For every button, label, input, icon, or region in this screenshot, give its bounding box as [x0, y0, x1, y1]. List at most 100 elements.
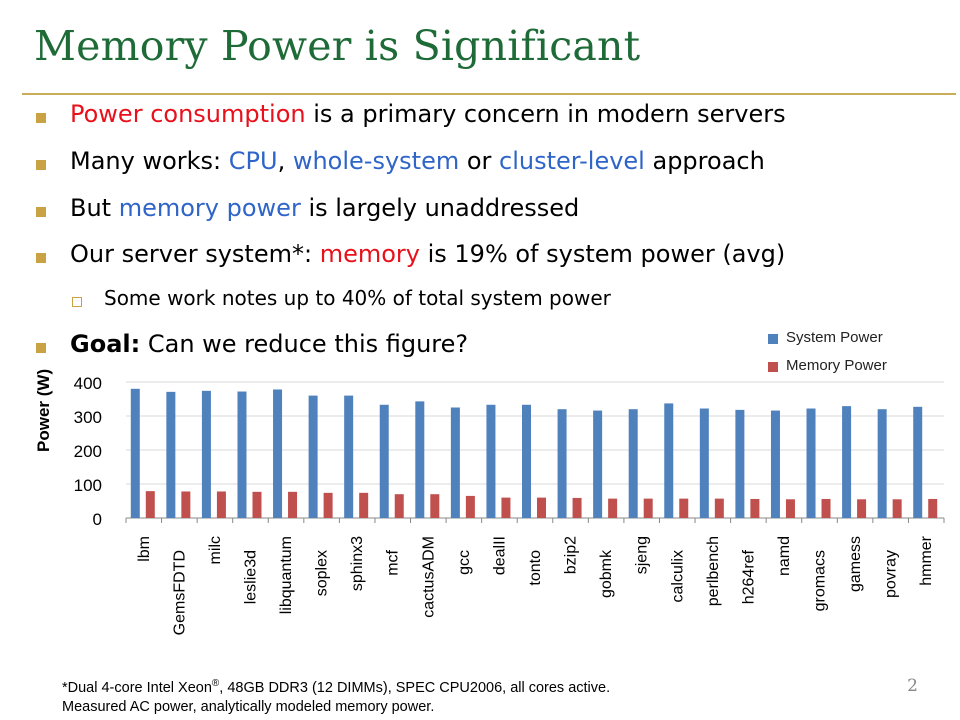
bar-memory-power	[928, 498, 938, 518]
footnote-line2: Measured AC power, analytically modeled …	[62, 698, 435, 715]
bar-memory-power	[430, 494, 440, 518]
x-tick-label: gromacs	[812, 550, 829, 611]
bar-memory-power	[537, 497, 546, 518]
bar-memory-power	[679, 498, 689, 518]
x-tick-label: libquantum	[278, 536, 295, 614]
bar-system-power	[344, 395, 354, 518]
bullet-segment: is a primary concern in modern servers	[305, 100, 786, 128]
bar-system-power	[877, 409, 887, 518]
bullet-marker	[36, 343, 46, 353]
bullet-segment: :	[303, 240, 320, 268]
x-tick-label: cactusADM	[420, 536, 437, 618]
bar-memory-power	[359, 492, 369, 518]
bullet-segment: approach	[644, 147, 765, 175]
bar-memory-power	[252, 491, 262, 518]
bar-system-power	[557, 409, 567, 518]
x-tick-label: bzip2	[563, 536, 580, 574]
y-tick-label: 200	[74, 442, 102, 461]
bar-memory-power	[216, 491, 226, 518]
x-tick-label: povray	[883, 550, 900, 598]
bar-system-power	[237, 391, 247, 518]
x-tick-label: dealII	[491, 536, 508, 575]
bar-memory-power	[714, 498, 724, 518]
bar-system-power	[166, 391, 176, 518]
bar-system-power	[842, 406, 852, 518]
x-tick-label: gobmk	[598, 549, 615, 598]
x-tick-label: mcf	[385, 549, 402, 575]
bullet-marker	[36, 207, 46, 217]
bar-memory-power	[821, 498, 831, 518]
bar-system-power	[379, 404, 389, 518]
bar-memory-power	[181, 491, 191, 518]
bar-system-power	[486, 404, 496, 518]
page-number: 2	[907, 676, 918, 696]
y-tick-label: 100	[74, 476, 102, 495]
bullet-segment: Many works:	[70, 147, 229, 175]
bar-memory-power	[288, 491, 298, 518]
bar-system-power	[415, 401, 425, 518]
x-tick-label: tonto	[527, 550, 544, 586]
footnote-line1: *Dual 4-core Intel Xeon	[62, 679, 212, 696]
registered-mark: ®	[211, 678, 220, 689]
bullet-text: Many works: CPU, whole-system or cluster…	[70, 147, 765, 175]
bullet-segment: *	[291, 240, 304, 268]
x-tick-label: namd	[776, 536, 793, 576]
bullet-segment: memory	[319, 240, 420, 268]
bullet-segment: or	[459, 147, 500, 175]
x-tick-label: h264ref	[740, 549, 757, 604]
bar-memory-power	[465, 495, 475, 518]
legend-swatch-system-power	[768, 334, 778, 344]
bar-system-power	[201, 390, 211, 518]
bar-system-power	[699, 408, 709, 518]
x-tick-label: lbm	[136, 536, 153, 562]
bar-system-power	[273, 389, 283, 518]
bullet-segment: Our server system	[70, 240, 292, 268]
bar-system-power	[913, 406, 923, 518]
bar-memory-power	[750, 498, 760, 518]
bar-system-power	[735, 409, 745, 518]
bullet-text: But memory power is largely unaddressed	[70, 194, 579, 222]
x-tick-label: gcc	[456, 550, 473, 575]
legend-label-system-power: System Power	[786, 329, 883, 346]
bullet-segment: ,	[277, 147, 293, 175]
bullet-segment: is 19% of system power (avg)	[419, 240, 786, 268]
x-tick-label: calculix	[669, 550, 686, 602]
bar-system-power	[806, 408, 816, 518]
bullet-marker	[36, 253, 46, 263]
bar-system-power	[664, 403, 674, 518]
bar-memory-power	[572, 497, 582, 518]
y-tick-label: 400	[74, 374, 102, 393]
bar-memory-power	[857, 499, 867, 518]
legend-swatch-memory-power	[768, 362, 778, 372]
bullet-segment: whole-system	[292, 147, 460, 175]
bullet-text: Goal: Can we reduce this figure?	[70, 330, 468, 358]
bullet-segment: Some work notes up to 40% of total syste…	[104, 286, 611, 310]
bullet-segment: Can we reduce this figure?	[140, 330, 469, 358]
bar-memory-power	[608, 498, 618, 518]
bar-system-power	[628, 409, 638, 518]
slide-title: Memory Power is Significant	[34, 22, 641, 70]
x-tick-label: hmmer	[918, 535, 935, 585]
footnote: *Dual 4-core Intel Xeon®, 48GB DDR3 (12 …	[62, 674, 610, 717]
x-tick-label: gamess	[847, 536, 864, 592]
x-tick-label: milc	[207, 536, 224, 564]
x-tick-label: GemsFDTD	[171, 550, 188, 635]
bullet-text: Power consumption is a primary concern i…	[70, 100, 786, 128]
bullet-segment: But	[70, 194, 119, 222]
bar-system-power	[308, 395, 318, 518]
bar-memory-power	[785, 499, 795, 518]
y-tick-label: 300	[74, 408, 102, 427]
sub-bullet-text: Some work notes up to 40% of total syste…	[104, 286, 611, 310]
bar-memory-power	[323, 492, 333, 518]
bar-system-power	[770, 410, 780, 518]
bar-system-power	[522, 404, 531, 518]
bar-memory-power	[892, 499, 902, 518]
bullet-segment: CPU	[228, 147, 278, 175]
bar-system-power	[130, 388, 140, 518]
bar-memory-power	[394, 494, 404, 518]
x-tick-label: perlbench	[705, 536, 722, 606]
x-tick-label: soplex	[314, 550, 331, 596]
title-rule	[22, 93, 956, 95]
bullet-segment: memory power	[118, 194, 301, 222]
bar-memory-power	[643, 498, 653, 518]
